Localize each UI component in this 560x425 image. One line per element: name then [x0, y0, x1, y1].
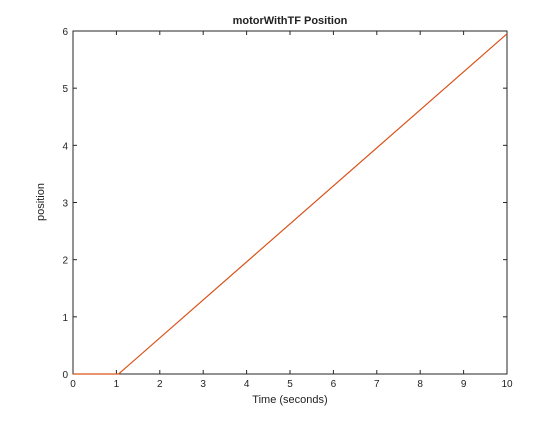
x-tick-label: 10	[501, 379, 513, 390]
y-tick-label: 6	[62, 27, 68, 38]
y-tick-label: 4	[62, 141, 68, 152]
axis-ticks: 0 1 2 3 4 5 6 7 8 9 10 0 1 2 3 4 5 6	[62, 27, 513, 390]
x-tick-label: 6	[331, 379, 337, 390]
x-tick-label: 1	[114, 379, 120, 390]
y-tick-label: 3	[62, 199, 68, 210]
chart-title: motorWithTF Position	[233, 15, 348, 27]
x-tick-label: 5	[287, 379, 293, 390]
x-tick-label: 2	[157, 379, 163, 390]
plot-area	[72, 30, 508, 375]
x-tick-label: 9	[461, 379, 467, 390]
series-layer	[73, 33, 508, 375]
x-tick-label: 8	[417, 379, 423, 390]
y-axis-label: position	[35, 183, 47, 221]
series-line	[73, 33, 508, 375]
x-tick-label: 0	[70, 379, 76, 390]
y-tick-label: 0	[62, 370, 68, 381]
x-axis-label: Time (seconds)	[252, 394, 327, 406]
y-tick-label: 1	[62, 313, 68, 324]
x-tick-label: 4	[244, 379, 250, 390]
y-tick-label: 5	[62, 84, 68, 95]
x-tick-label: 3	[200, 379, 206, 390]
y-tick-label: 2	[62, 256, 68, 267]
x-tick-label: 7	[374, 379, 380, 390]
